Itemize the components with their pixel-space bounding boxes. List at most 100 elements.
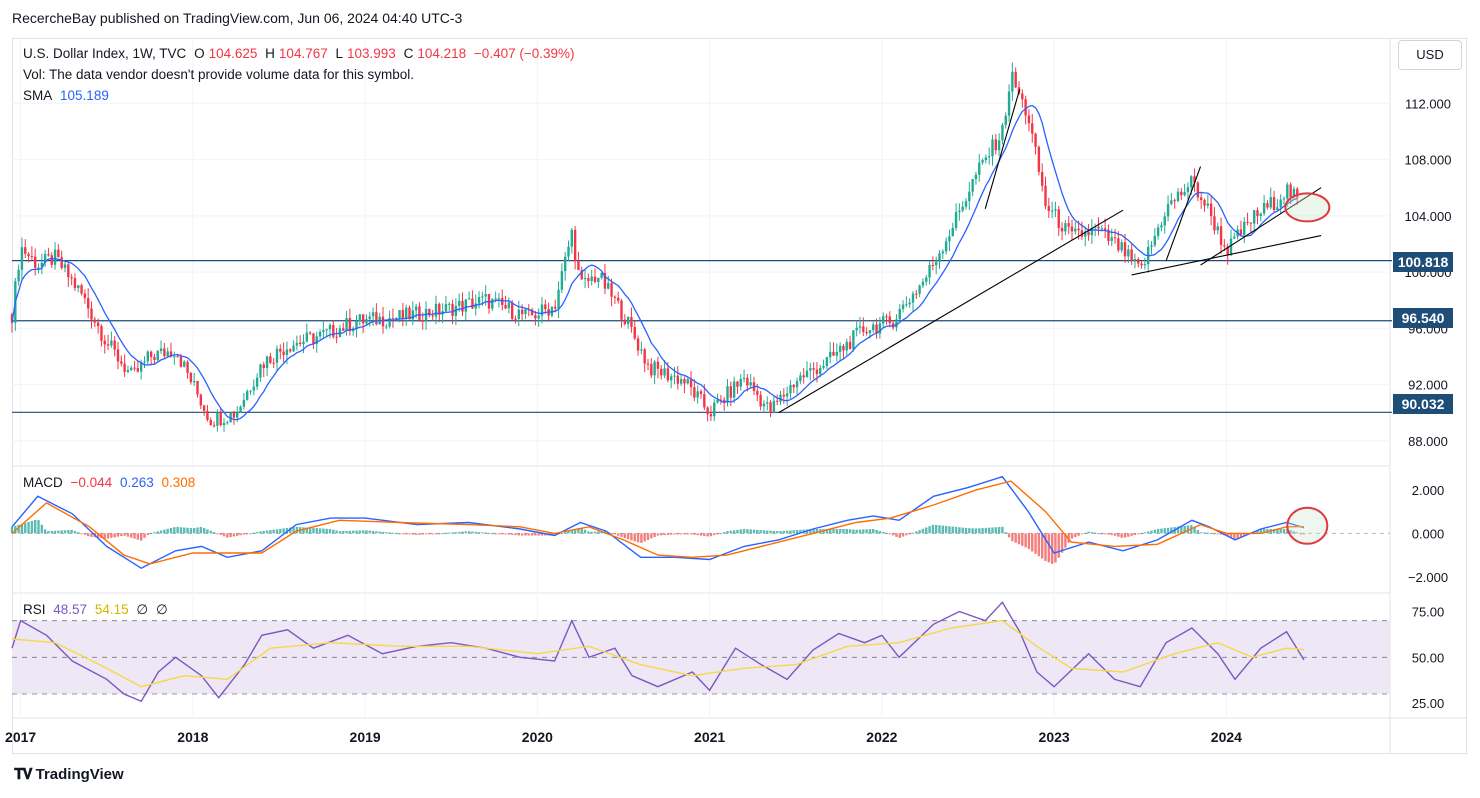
macd-histogram-bar xyxy=(295,526,299,534)
macd-y-tick-label: −2.000 xyxy=(1408,570,1448,585)
candle-body xyxy=(438,303,441,315)
footer-logo-text: TradingView xyxy=(35,766,124,783)
macd-label[interactable]: MACD xyxy=(23,475,63,490)
candle-body xyxy=(878,323,882,334)
macd-histogram-bar xyxy=(1074,533,1077,538)
candle-body xyxy=(517,309,521,319)
candle-body xyxy=(368,316,371,320)
candle-body xyxy=(1117,238,1120,251)
candle-body xyxy=(746,377,749,386)
symbol-title[interactable]: U.S. Dollar Index, 1W, TVC xyxy=(23,46,187,61)
macd-histogram-bar xyxy=(845,529,848,534)
macd-histogram-bar xyxy=(1226,533,1229,537)
candle-body xyxy=(653,361,656,376)
candle-body xyxy=(1143,264,1147,266)
candle-body xyxy=(835,351,839,356)
candle-body xyxy=(335,336,338,338)
candle-body xyxy=(37,267,40,269)
candle-body xyxy=(434,303,438,317)
macd-histogram-bar xyxy=(90,533,93,537)
currency-button[interactable]: USD xyxy=(1398,40,1462,70)
macd-histogram-bar xyxy=(527,533,530,536)
close-label: C xyxy=(403,46,414,61)
candle-body xyxy=(93,319,97,323)
candle-body xyxy=(163,348,166,357)
macd-histogram-bar xyxy=(275,529,279,534)
rsi-label[interactable]: RSI xyxy=(23,602,46,617)
macd-histogram-bar xyxy=(1302,533,1306,535)
macd-histogram-bar xyxy=(1017,533,1021,545)
candle-body xyxy=(683,379,686,384)
candle-body xyxy=(1027,115,1031,124)
macd-histogram-bar xyxy=(1070,533,1074,539)
macd-histogram-bar xyxy=(726,531,729,534)
macd-histogram-bar xyxy=(206,529,209,534)
macd-histogram-bar xyxy=(799,529,802,534)
candle-body xyxy=(676,375,680,384)
candle-body xyxy=(997,140,1001,151)
open-value: 104.625 xyxy=(208,46,258,61)
macd-histogram-bar xyxy=(1213,533,1216,535)
publisher-line: RecercheBay published on TradingView.com… xyxy=(12,10,463,26)
rsi-extra-1: ∅ xyxy=(136,602,149,617)
candle-body xyxy=(226,422,229,424)
macd-histogram-bar xyxy=(216,533,219,535)
macd-histogram-bar xyxy=(408,533,411,535)
macd-histogram-bar xyxy=(1107,533,1110,535)
x-tick-label: 2022 xyxy=(866,729,897,745)
candle-body xyxy=(968,191,971,202)
macd-histogram-bar xyxy=(245,533,249,535)
macd-histogram-bar xyxy=(464,531,468,534)
candle-body xyxy=(494,298,497,300)
candle-body xyxy=(345,318,348,331)
candle-body xyxy=(381,316,385,327)
candle-body xyxy=(703,394,706,408)
candle-body xyxy=(275,348,279,363)
candle-body xyxy=(43,254,47,263)
candle-body xyxy=(67,264,70,278)
macd-histogram-bar xyxy=(775,531,779,534)
candle-body xyxy=(1286,184,1289,199)
candle-body xyxy=(269,356,272,363)
candle-body xyxy=(279,348,282,352)
candle-body xyxy=(1067,223,1070,227)
macd-histogram-bar xyxy=(113,533,116,538)
candle-body xyxy=(656,361,660,369)
candle-body xyxy=(411,310,415,320)
candle-body xyxy=(1120,242,1123,251)
candle-body xyxy=(96,322,100,327)
candle-body xyxy=(431,315,434,317)
open-label: O xyxy=(194,46,205,61)
candle-body xyxy=(209,419,212,426)
macd-histogram-bar xyxy=(1156,528,1160,534)
candle-body xyxy=(219,412,222,426)
macd-histogram-bar xyxy=(901,533,905,537)
macd-histogram-bar xyxy=(984,527,988,534)
candle-body xyxy=(643,349,646,364)
candle-body xyxy=(1186,187,1190,193)
macd-histogram-bar xyxy=(699,533,703,536)
x-tick-label: 2017 xyxy=(5,729,36,745)
candle-body xyxy=(83,293,87,299)
candle-body xyxy=(544,304,547,310)
candle-body xyxy=(100,326,103,341)
macd-histogram-bar xyxy=(673,533,676,535)
macd-histogram-bar xyxy=(351,530,355,534)
candle-body xyxy=(63,264,67,269)
tradingview-logo[interactable]: 𝐓𝐕 TradingView xyxy=(14,766,124,783)
macd-histogram-bar xyxy=(103,533,106,539)
macd-histogram-bar xyxy=(375,531,378,534)
macd-histogram-bar xyxy=(646,533,650,540)
macd-histogram-bar xyxy=(1229,533,1233,538)
candle-body xyxy=(408,307,411,320)
candle-body xyxy=(1107,229,1110,241)
candle-body xyxy=(613,296,617,298)
candle-body xyxy=(974,174,978,180)
candle-body xyxy=(1090,227,1094,236)
rsi-value: 48.57 xyxy=(53,602,88,617)
candle-body xyxy=(898,309,901,320)
macd-histogram-bar xyxy=(438,533,441,535)
sma-label[interactable]: SMA xyxy=(23,88,53,103)
candle-body xyxy=(540,304,544,316)
candle-body xyxy=(908,302,911,305)
